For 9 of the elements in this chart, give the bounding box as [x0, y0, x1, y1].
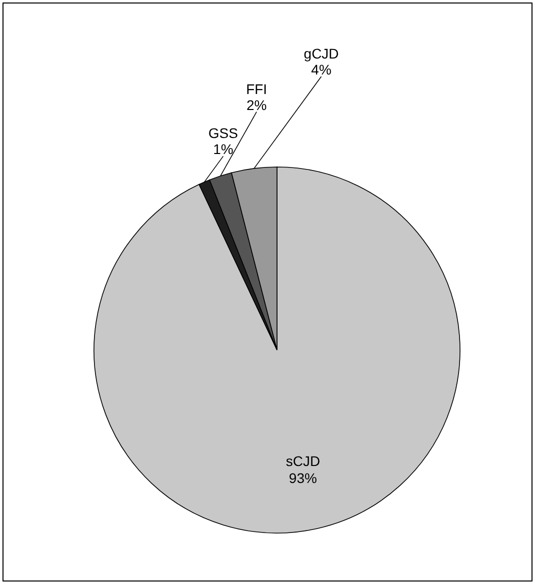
- data-label: 93%: [288, 470, 317, 486]
- slice-label: GSS: [208, 125, 238, 142]
- data-label: 2%: [246, 96, 267, 113]
- data-label: 1%: [213, 141, 234, 158]
- slice-label: gCJD: [304, 46, 339, 62]
- data-label: 4%: [311, 62, 332, 78]
- slice-label: sCJD: [286, 453, 320, 470]
- slice-label: FFI: [246, 80, 268, 97]
- pie-slice: [94, 166, 460, 534]
